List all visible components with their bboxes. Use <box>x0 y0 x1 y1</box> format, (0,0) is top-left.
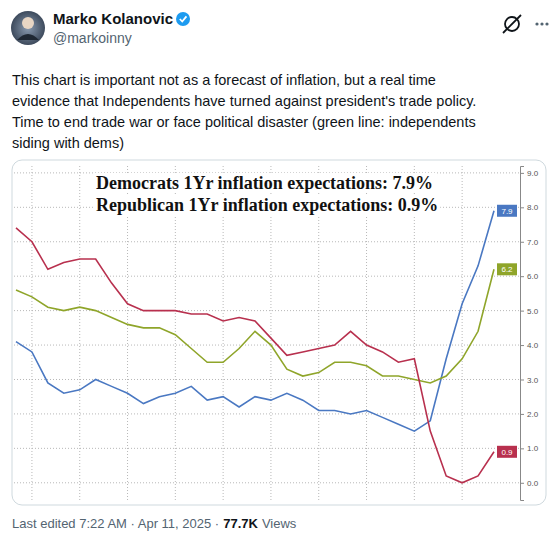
grid-line-y <box>14 310 520 311</box>
end-label: 0.9 <box>501 448 513 457</box>
tick-label: 1.0 <box>527 444 539 453</box>
y-axis: 0.0 1.0 2.0 3.0 4.0 5.0 6.0 7.0 8.0 9.0 <box>520 167 539 501</box>
more-menu[interactable] <box>535 22 548 25</box>
avatar-face <box>22 17 34 29</box>
tick-label: 3.0 <box>527 376 539 385</box>
tick: 0.0 <box>520 479 539 488</box>
tick: 9.0 <box>520 169 539 178</box>
grid-line-y <box>14 276 520 277</box>
annotations: Democrats 1Yr inflation expectations: 7.… <box>94 173 440 215</box>
tick-mark <box>520 276 524 277</box>
tick: 4.0 <box>520 341 539 350</box>
tick-mark <box>520 448 524 449</box>
tick-mark <box>520 345 524 346</box>
more-dot <box>535 22 538 25</box>
tweet-text-line: siding with dems) <box>12 135 124 151</box>
end-label-box <box>497 205 517 217</box>
grid-line-y <box>14 413 520 414</box>
end-label: 6.2 <box>501 265 513 274</box>
grid-line-x <box>79 166 80 500</box>
grid-line-y <box>14 482 520 483</box>
tick: 1.0 <box>520 444 539 453</box>
tick-label: 0.0 <box>527 479 539 488</box>
annotation-background <box>94 195 440 215</box>
grid-line-x <box>31 166 32 500</box>
chart-image-frame[interactable] <box>12 160 546 505</box>
grid-line-y <box>14 345 520 346</box>
tweet-footer: Last edited 7:22 AM · Apr 11, 2025 · 77.7… <box>12 516 297 531</box>
tick: 7.0 <box>520 238 539 247</box>
verified-badge <box>176 12 190 26</box>
tick-mark <box>520 414 524 415</box>
avatar-body <box>17 34 39 40</box>
tick-label: 7.0 <box>527 238 539 247</box>
author-name[interactable]: Marko Kolanovic <box>53 10 173 27</box>
timestamp[interactable]: Last edited 7:22 AM · Apr 11, 2025 · <box>12 516 219 531</box>
annotation: Democrats 1Yr inflation expectations: 7.… <box>96 173 433 193</box>
grid-line-x <box>223 166 224 500</box>
tick-mark <box>520 379 524 380</box>
grid-line-x <box>414 166 415 500</box>
end-label-box <box>497 263 517 275</box>
grid-line-x <box>462 166 463 500</box>
annotation: Republican 1Yr inflation expectations: 0… <box>96 195 438 215</box>
end-label: 7.9 <box>501 207 513 216</box>
series-lines <box>16 211 494 483</box>
grid-line-x <box>175 166 176 500</box>
avatar-image[interactable] <box>11 11 45 45</box>
grok-slash <box>503 15 521 33</box>
badge-circle <box>176 12 190 26</box>
tick: 3.0 <box>520 376 539 385</box>
end-labels: 7.9 6.2 0.9 <box>497 205 517 458</box>
tweet-text-line: Time to end trade war or face political … <box>12 114 476 130</box>
tweet-text-line: This chart is important not as a forecas… <box>12 72 436 88</box>
tick: 6.0 <box>520 272 539 281</box>
tick-label: 8.0 <box>527 203 539 212</box>
author-handle[interactable]: @markoinny <box>53 30 132 46</box>
avatar[interactable] <box>11 11 45 45</box>
tick-mark <box>520 207 524 208</box>
grid-line-y <box>14 448 520 449</box>
tick-mark <box>520 483 524 484</box>
tick-label: 5.0 <box>527 307 539 316</box>
tick: 2.0 <box>520 410 539 419</box>
grid <box>14 166 520 500</box>
tick-mark <box>520 311 524 312</box>
series-line <box>16 269 494 383</box>
tick-label: 9.0 <box>527 169 539 178</box>
tick-mark <box>520 242 524 243</box>
grid-line-y <box>14 379 520 380</box>
tick: 5.0 <box>520 307 539 316</box>
more-dot <box>540 22 543 25</box>
grid-line-x <box>270 166 271 500</box>
tweet-card: Marko Kolanovic @markoinny This chart is i… <box>0 0 560 541</box>
annotation-background <box>94 173 435 193</box>
grid-line-x <box>366 166 367 500</box>
grid-line-x <box>318 166 319 500</box>
tick: 8.0 <box>520 203 539 212</box>
grok-icon[interactable] <box>503 15 521 33</box>
badge-check <box>180 16 187 21</box>
end-label-box <box>497 446 517 458</box>
tick-label: 4.0 <box>527 341 539 350</box>
more-dot <box>545 22 548 25</box>
tick-label: 2.0 <box>527 410 539 419</box>
grid-line-y <box>14 241 520 242</box>
tick-label: 6.0 <box>527 272 539 281</box>
view-label: Views <box>262 516 297 531</box>
view-count: 77.7K <box>223 516 258 531</box>
tweet-text-line: evidence that Independents have turned a… <box>12 93 476 109</box>
grid-line-x <box>127 166 128 500</box>
series-line <box>16 228 494 483</box>
tick-mark <box>520 173 524 174</box>
axis-line <box>521 167 525 501</box>
